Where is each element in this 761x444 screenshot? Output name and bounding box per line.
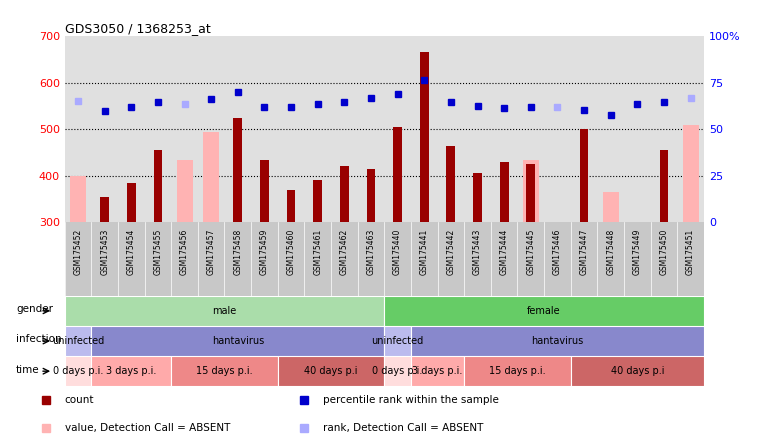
Text: male: male	[212, 306, 237, 316]
Bar	[340, 166, 349, 222]
Bar	[660, 150, 668, 222]
Text: GSM175448: GSM175448	[607, 228, 615, 274]
Bar	[420, 52, 428, 222]
Text: 40 days p.i: 40 days p.i	[610, 366, 664, 376]
Text: count: count	[65, 395, 94, 405]
Text: 3 days p.i.: 3 days p.i.	[412, 366, 463, 376]
Text: infection: infection	[16, 334, 62, 345]
Bar	[287, 190, 295, 222]
Bar	[171, 356, 278, 386]
Bar	[127, 183, 135, 222]
Text: GSM175461: GSM175461	[314, 228, 322, 274]
Bar	[260, 159, 269, 222]
Bar	[464, 356, 571, 386]
Bar	[447, 146, 455, 222]
Text: GDS3050 / 1368253_at: GDS3050 / 1368253_at	[65, 22, 211, 35]
Bar	[571, 356, 704, 386]
Text: GSM175462: GSM175462	[340, 228, 349, 274]
Text: female: female	[527, 306, 561, 316]
Text: GSM175450: GSM175450	[660, 228, 668, 275]
Bar	[384, 296, 704, 326]
Bar	[500, 162, 508, 222]
Text: value, Detection Call = ABSENT: value, Detection Call = ABSENT	[65, 423, 230, 433]
Text: GSM175455: GSM175455	[154, 228, 162, 275]
Text: uninfected: uninfected	[371, 336, 424, 346]
Text: GSM175458: GSM175458	[234, 228, 242, 274]
Text: GSM175444: GSM175444	[500, 228, 508, 275]
Text: 40 days p.i: 40 days p.i	[304, 366, 358, 376]
Bar	[683, 125, 699, 222]
Bar	[278, 356, 384, 386]
Bar	[527, 164, 535, 222]
Bar	[384, 326, 411, 356]
Text: GSM175447: GSM175447	[580, 228, 588, 275]
Text: GSM175453: GSM175453	[100, 228, 109, 275]
Bar	[367, 169, 375, 222]
Bar	[91, 356, 171, 386]
Text: percentile rank within the sample: percentile rank within the sample	[323, 395, 499, 405]
Text: GSM175449: GSM175449	[633, 228, 642, 275]
Bar	[234, 118, 242, 222]
Text: GSM175452: GSM175452	[74, 228, 82, 274]
Bar	[314, 181, 322, 222]
Text: 0 days p.i.: 0 days p.i.	[372, 366, 423, 376]
Text: GSM175443: GSM175443	[473, 228, 482, 275]
Text: hantavirus: hantavirus	[212, 336, 264, 346]
Bar	[70, 176, 86, 222]
Text: GSM175460: GSM175460	[287, 228, 295, 275]
Bar	[100, 197, 109, 222]
Bar	[580, 129, 588, 222]
Bar	[154, 150, 162, 222]
Text: GSM175463: GSM175463	[367, 228, 375, 275]
Text: uninfected: uninfected	[52, 336, 104, 346]
Bar	[65, 296, 384, 326]
Text: GSM175451: GSM175451	[686, 228, 695, 274]
Text: hantavirus: hantavirus	[531, 336, 584, 346]
Text: GSM175440: GSM175440	[393, 228, 402, 275]
Text: 3 days p.i.: 3 days p.i.	[106, 366, 157, 376]
Text: 15 days p.i.: 15 days p.i.	[489, 366, 546, 376]
Bar	[384, 356, 411, 386]
Text: 15 days p.i.: 15 days p.i.	[196, 366, 253, 376]
Text: time: time	[16, 365, 40, 375]
Bar	[411, 356, 464, 386]
Bar	[65, 356, 91, 386]
Text: GSM175454: GSM175454	[127, 228, 135, 275]
Bar	[91, 326, 384, 356]
Text: GSM175446: GSM175446	[553, 228, 562, 275]
Bar	[473, 174, 482, 222]
Bar	[393, 127, 402, 222]
Text: GSM175445: GSM175445	[527, 228, 535, 275]
Bar	[523, 159, 539, 222]
Bar	[177, 159, 193, 222]
Bar	[203, 131, 219, 222]
Text: gender: gender	[16, 304, 53, 314]
Text: 0 days p.i.: 0 days p.i.	[53, 366, 103, 376]
Bar	[603, 192, 619, 222]
Text: GSM175442: GSM175442	[447, 228, 455, 274]
Text: GSM175456: GSM175456	[180, 228, 189, 275]
Bar	[411, 326, 704, 356]
Text: GSM175459: GSM175459	[260, 228, 269, 275]
Bar	[65, 326, 91, 356]
Text: GSM175457: GSM175457	[207, 228, 215, 275]
Text: GSM175441: GSM175441	[420, 228, 428, 274]
Text: rank, Detection Call = ABSENT: rank, Detection Call = ABSENT	[323, 423, 484, 433]
